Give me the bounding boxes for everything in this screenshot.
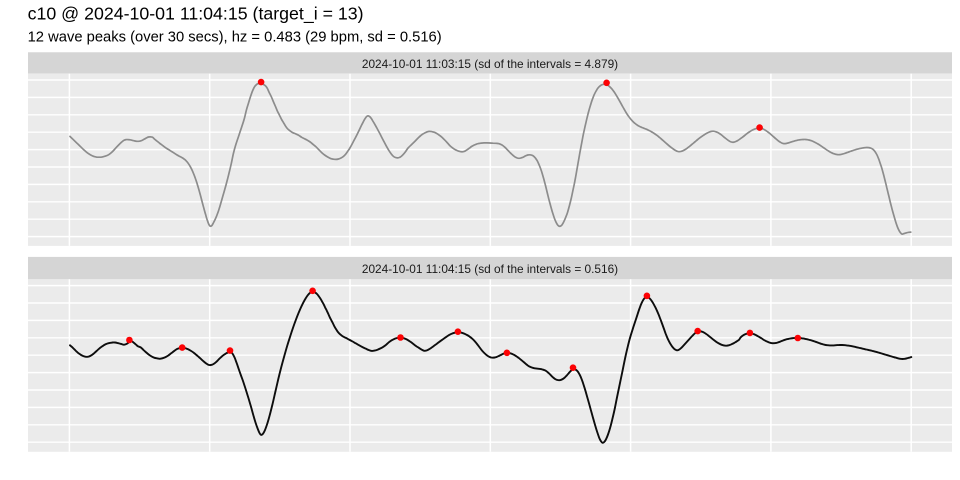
svg-text:c10 @ 2024-10-01 11:04:15 (tar: c10 @ 2024-10-01 11:04:15 (target_i = 13… [28,4,364,25]
svg-text:12 wave peaks (over 30 secs),: 12 wave peaks (over 30 secs), hz = 0.483… [28,30,442,46]
svg-text:2024-10-01 11:03:15 (sd of the: 2024-10-01 11:03:15 (sd of the intervals… [362,57,618,71]
svg-text:2024-10-01 11:04:15 (sd of the: 2024-10-01 11:04:15 (sd of the intervals… [362,262,618,276]
